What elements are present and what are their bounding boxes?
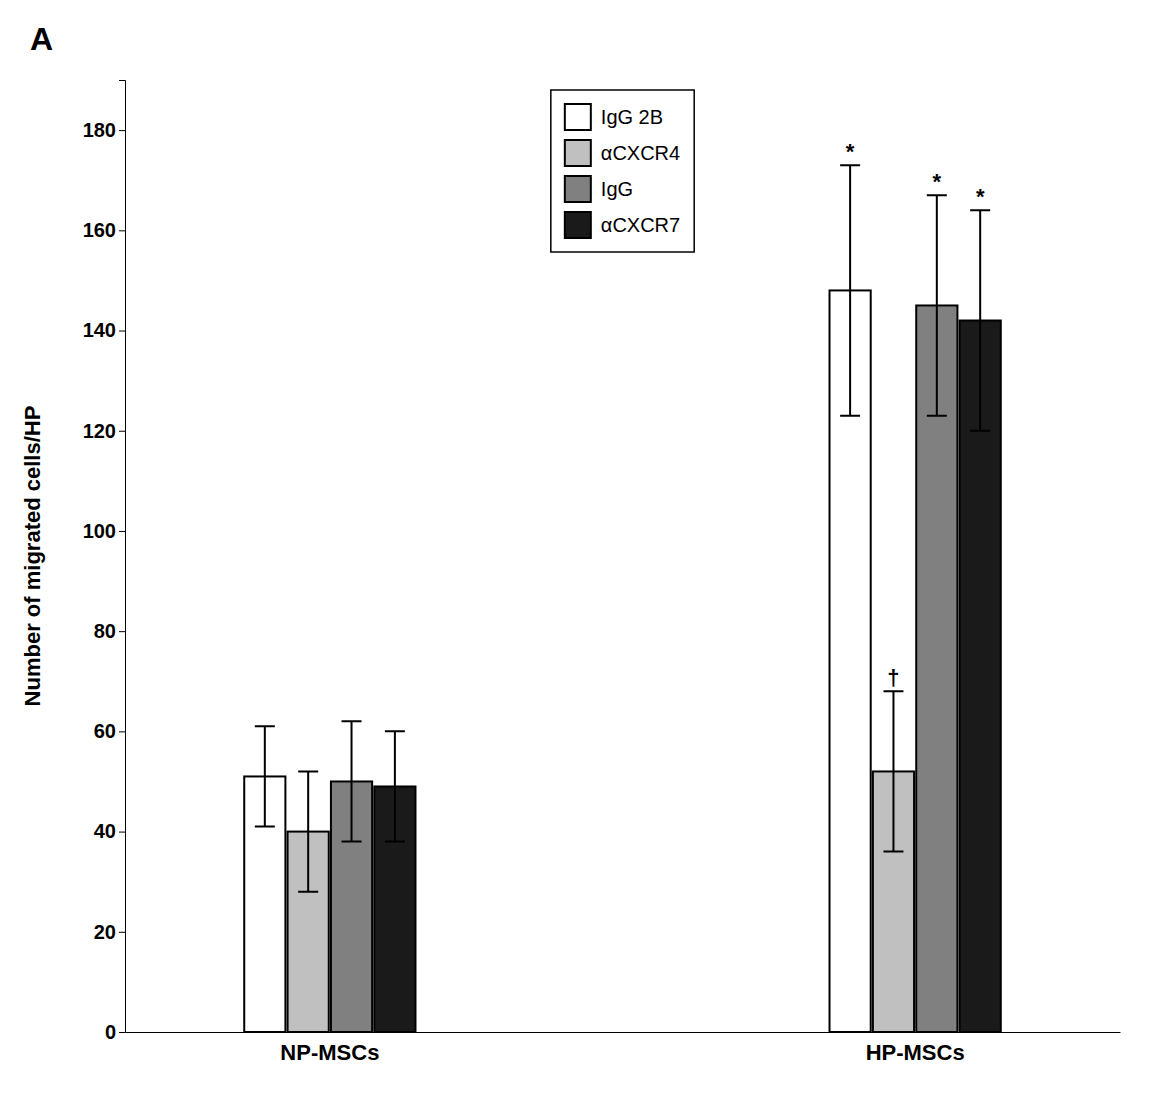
y-tick: 0 xyxy=(105,1021,125,1043)
x-tick: NP-MSCs xyxy=(280,1032,379,1065)
error-bar xyxy=(342,721,362,841)
y-axis: 0 20 40 60 80 100 120 140 160 180 xyxy=(83,81,126,1043)
y-tick-label: 180 xyxy=(83,119,116,141)
error-bar xyxy=(883,691,903,851)
y-tick-mark xyxy=(119,431,125,432)
legend-swatch xyxy=(565,140,591,166)
y-tick-label: 80 xyxy=(94,620,116,642)
legend-item: αCXCR4 xyxy=(565,140,680,166)
y-tick-mark xyxy=(119,331,125,332)
error-bar xyxy=(298,771,318,891)
legend-item: IgG 2B xyxy=(565,104,663,130)
y-tick-label: 160 xyxy=(83,219,116,241)
chart: 0 20 40 60 80 100 120 140 160 180 NP-MSCs HP-MSCs * †… xyxy=(0,0,1150,1112)
y-tick-label: 0 xyxy=(105,1021,116,1043)
y-tick: 60 xyxy=(94,720,125,742)
legend-swatch xyxy=(565,176,591,202)
series xyxy=(374,210,1000,1032)
y-tick: 100 xyxy=(83,520,125,542)
y-tick: 140 xyxy=(83,319,125,341)
y-tick: 160 xyxy=(83,219,125,241)
y-tick-label: 20 xyxy=(94,921,116,943)
annotation: * xyxy=(933,169,942,194)
y-tick-mark xyxy=(119,230,125,231)
y-tick-label: 120 xyxy=(83,420,116,442)
legend-frame xyxy=(551,90,694,252)
annotation: * xyxy=(976,184,985,209)
series xyxy=(244,165,870,1032)
error-bar xyxy=(927,195,947,415)
y-tick-mark xyxy=(119,130,125,131)
legend-label: αCXCR7 xyxy=(601,214,680,236)
legend-swatch xyxy=(565,104,591,130)
y-tick: 80 xyxy=(94,620,125,642)
y-tick-label: 100 xyxy=(83,520,116,542)
x-tick-label: NP-MSCs xyxy=(280,1040,379,1065)
legend-swatch xyxy=(565,212,591,238)
y-axis-line xyxy=(119,81,126,1033)
y-tick: 180 xyxy=(83,119,125,141)
y-tick-mark xyxy=(119,1032,125,1033)
series xyxy=(331,195,957,1032)
plot: 0 20 40 60 80 100 120 140 160 180 NP-MSCs HP-MSCs * †… xyxy=(20,81,1121,1065)
legend: IgG 2B αCXCR4 IgG αCXCR7 xyxy=(551,90,694,252)
x-axis: NP-MSCs HP-MSCs xyxy=(126,1032,1121,1065)
y-axis-title: Number of migrated cells/HP xyxy=(20,406,45,707)
y-tick: 40 xyxy=(94,820,125,842)
marks xyxy=(244,165,1001,1032)
y-tick-mark xyxy=(119,932,125,933)
panel-label: A xyxy=(30,21,53,57)
annotation: * xyxy=(846,139,855,164)
y-tick-mark xyxy=(119,531,125,532)
error-bar xyxy=(385,731,405,841)
x-tick-label: HP-MSCs xyxy=(866,1040,965,1065)
y-tick-label: 40 xyxy=(94,820,116,842)
legend-label: αCXCR4 xyxy=(601,142,680,164)
error-bar xyxy=(255,726,275,826)
error-bar xyxy=(840,165,860,416)
legend-label: IgG xyxy=(601,178,633,200)
y-tick-mark xyxy=(119,631,125,632)
error-bar xyxy=(970,210,990,430)
x-axis-line xyxy=(126,1032,1121,1033)
annotation: † xyxy=(887,665,899,690)
y-tick-label: 140 xyxy=(83,319,116,341)
y-tick: 20 xyxy=(94,921,125,943)
x-tick: HP-MSCs xyxy=(866,1032,965,1065)
series xyxy=(288,691,914,1032)
legend-item: αCXCR7 xyxy=(565,212,680,238)
y-tick-mark xyxy=(119,731,125,732)
legend-item: IgG xyxy=(565,176,633,202)
legend-label: IgG 2B xyxy=(601,106,663,128)
y-tick: 120 xyxy=(83,420,125,442)
y-tick-mark xyxy=(119,832,125,833)
y-tick-label: 60 xyxy=(94,720,116,742)
